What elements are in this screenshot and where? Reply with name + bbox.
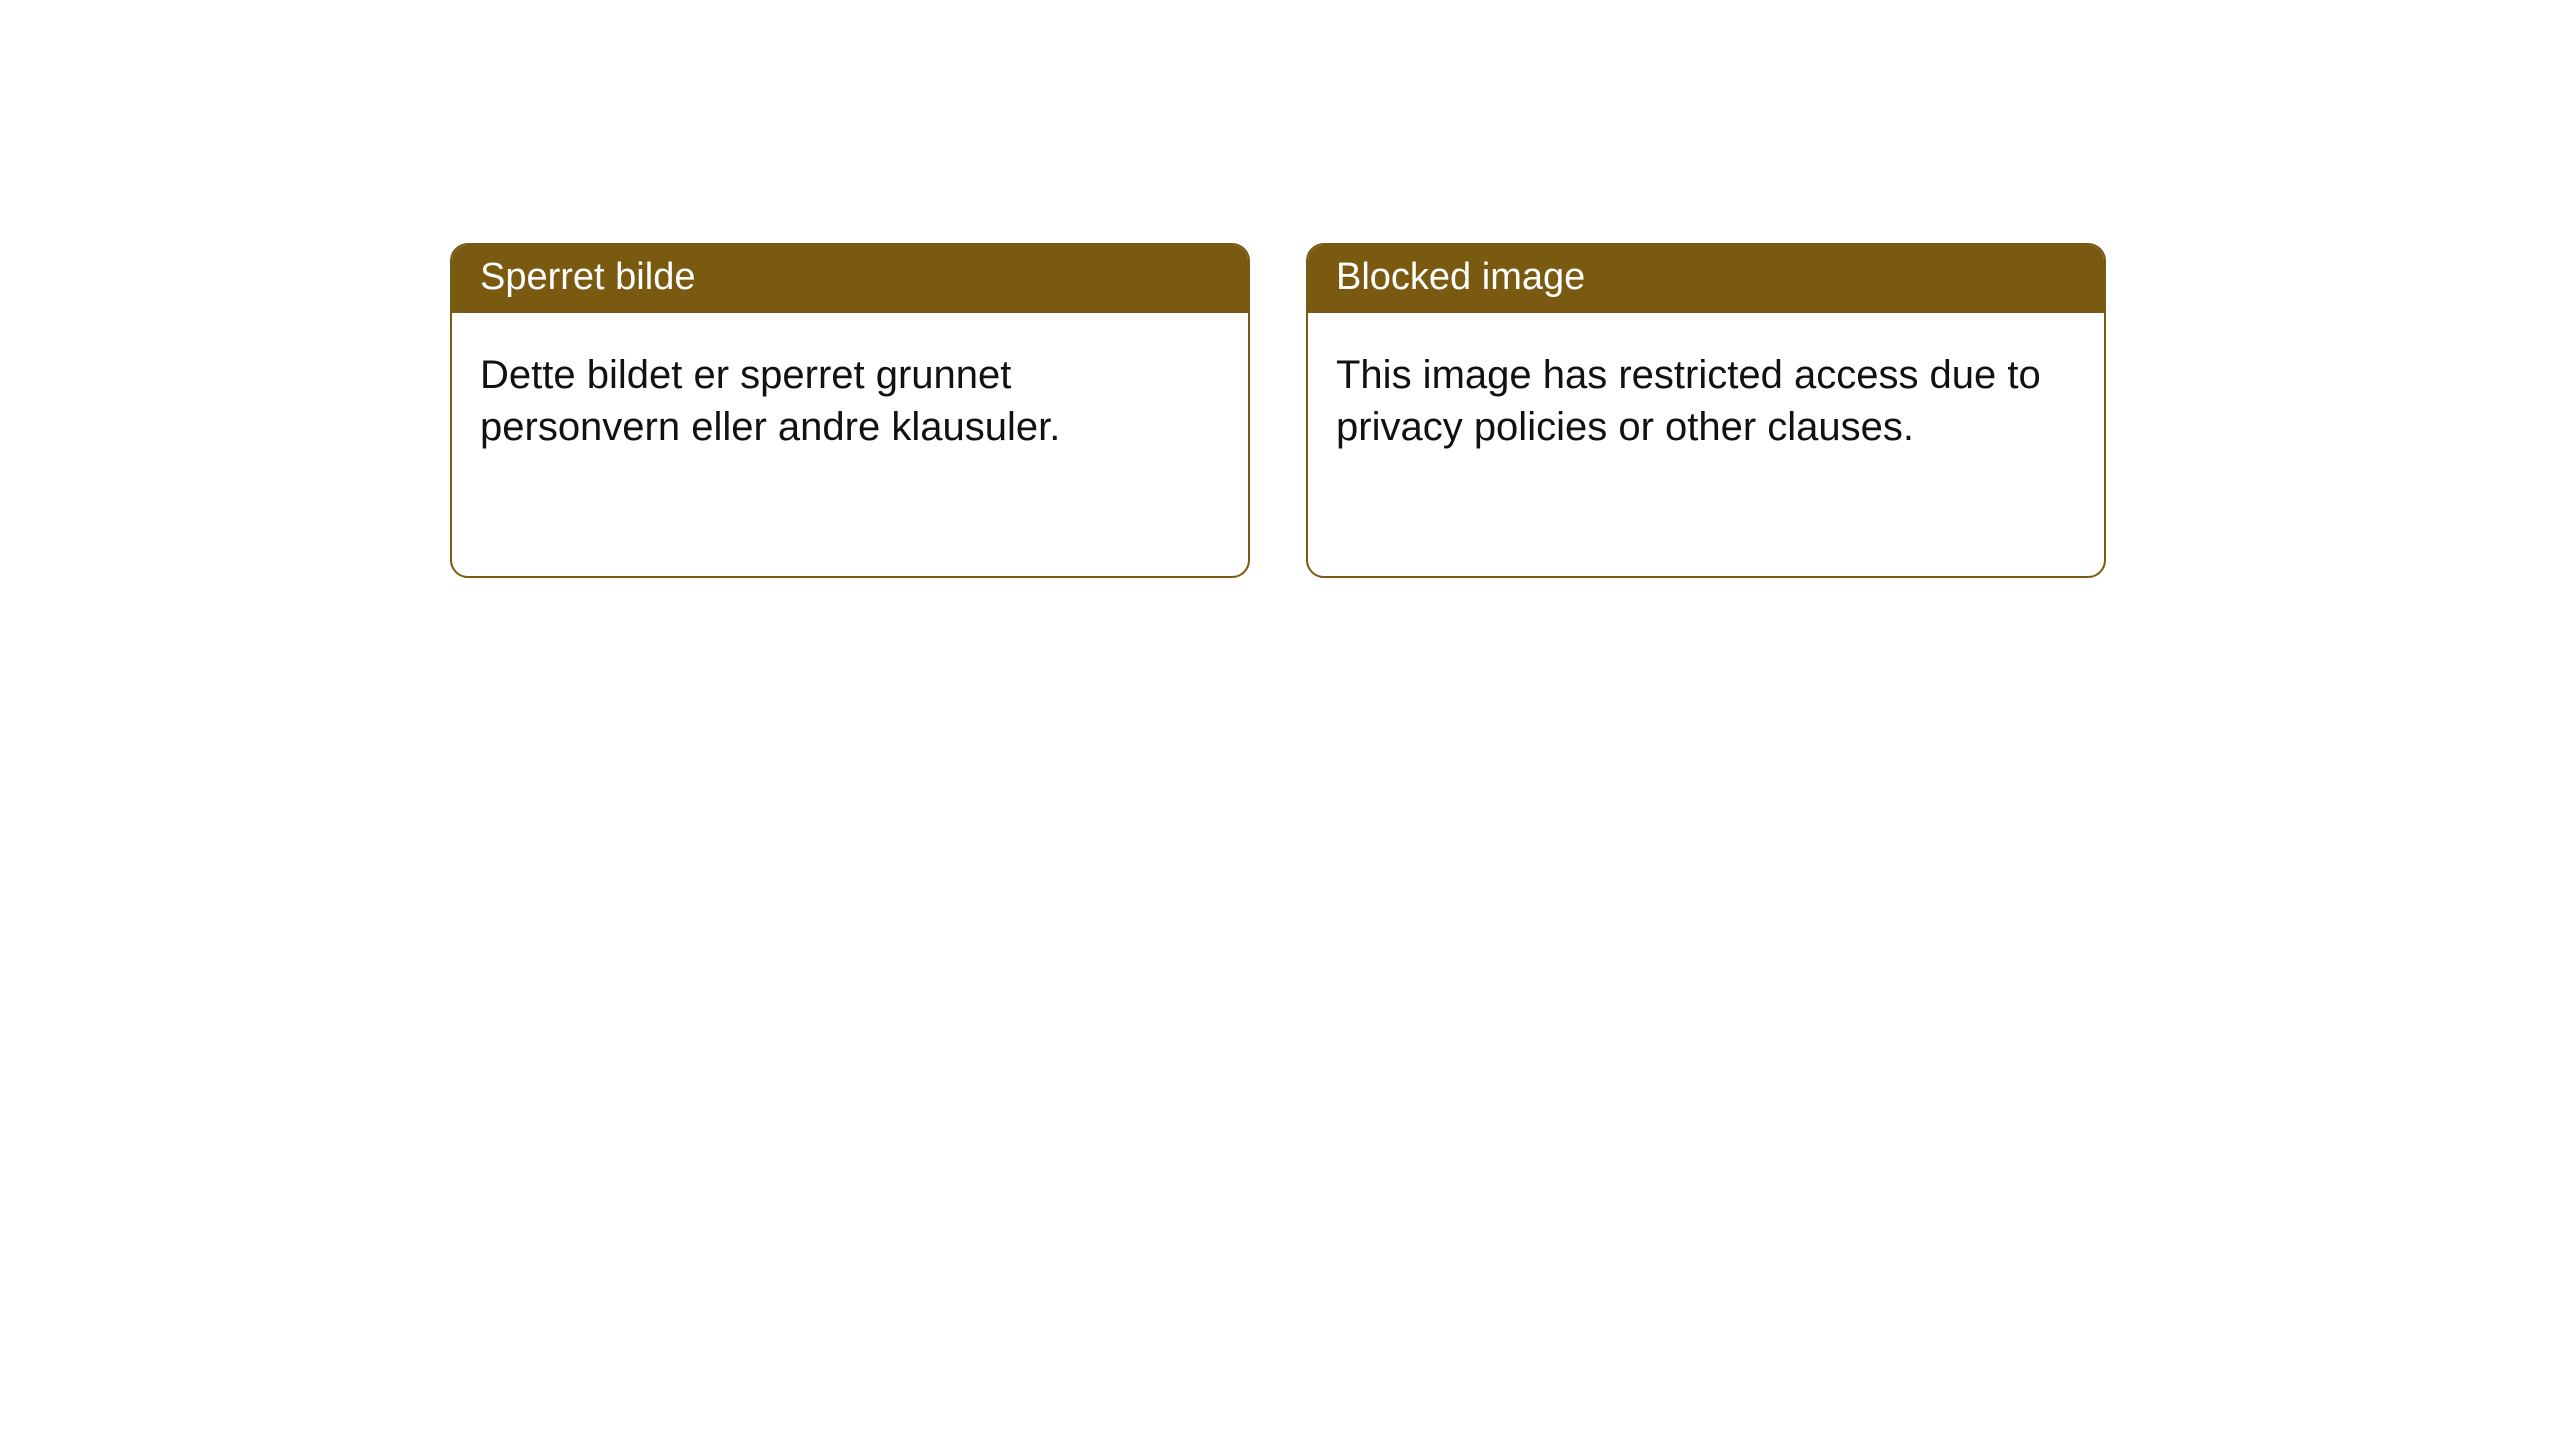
card-header: Sperret bilde <box>452 245 1248 313</box>
card-body-text: This image has restricted access due to … <box>1336 353 2041 449</box>
card-body-text: Dette bildet er sperret grunnet personve… <box>480 353 1060 449</box>
card-header: Blocked image <box>1308 245 2104 313</box>
notice-card-norwegian: Sperret bilde Dette bildet er sperret gr… <box>450 243 1250 578</box>
card-title: Blocked image <box>1336 256 1585 298</box>
card-body: Dette bildet er sperret grunnet personve… <box>452 313 1248 481</box>
notice-card-row: Sperret bilde Dette bildet er sperret gr… <box>450 243 2106 578</box>
card-title: Sperret bilde <box>480 256 695 298</box>
card-body: This image has restricted access due to … <box>1308 313 2104 481</box>
notice-card-english: Blocked image This image has restricted … <box>1306 243 2106 578</box>
